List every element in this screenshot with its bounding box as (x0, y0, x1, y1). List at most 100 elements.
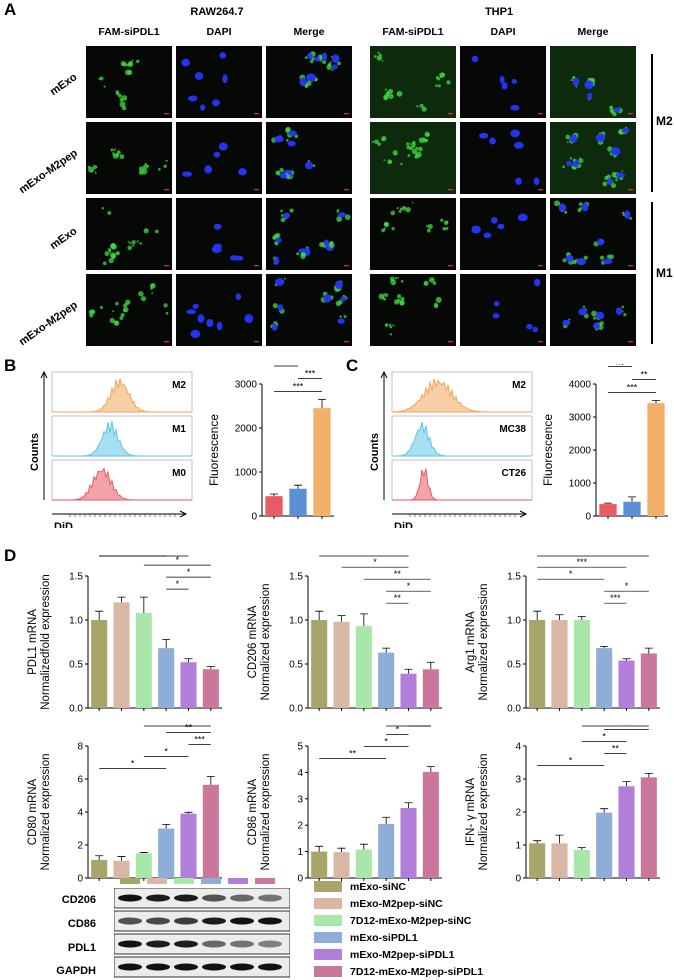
y-tick-label: 1.0 (507, 616, 521, 627)
y-axis-label: CD80 mRNA (27, 778, 39, 845)
histogram-label: M2 (512, 380, 526, 391)
histogram-peak (52, 421, 192, 457)
col-head-dapi-thp1: DAPI (490, 26, 516, 38)
bar (135, 853, 152, 878)
significance-label: ** (394, 569, 402, 579)
error-bar (318, 399, 326, 409)
micrograph-tile (460, 46, 546, 118)
col-head-merge-thp1: Merge (577, 26, 609, 38)
bar (640, 653, 657, 708)
y-tick-label: 0.0 (69, 704, 83, 715)
bar (422, 669, 439, 708)
m2-bracket (651, 54, 653, 192)
error-bar (294, 484, 302, 489)
blot-band (230, 940, 254, 948)
micrograph-tile (266, 274, 352, 346)
micrograph-tile (86, 46, 172, 118)
blot-band (202, 917, 226, 925)
bar-chart-pdl1: 0.0 0.5 1.0 1.5 PDL1 mRNA Normalizedfold expr… (27, 554, 222, 715)
y-axis-label: Normalized expression (478, 584, 490, 701)
significance-label: * (131, 759, 135, 769)
bar (596, 812, 613, 878)
blot-band (146, 963, 170, 971)
histogram-peak (391, 378, 532, 413)
histogram-label: M0 (172, 468, 186, 479)
lane-color-swatch (228, 878, 248, 884)
y-axis-label: Normalized expression (478, 754, 490, 871)
significance-label: * (187, 567, 191, 577)
significance-label: * (625, 581, 629, 591)
legend-item: mExo-siPDL1 (314, 929, 483, 946)
significance-label: *** (610, 724, 621, 726)
col-head-fam-raw: FAM-siPDL1 (98, 26, 160, 38)
y-axis-label: CD86 mRNA (247, 778, 259, 845)
bar (378, 652, 395, 708)
significance-label: ** (394, 593, 402, 603)
error-bar (315, 845, 324, 852)
bar (333, 621, 350, 708)
flow-histogram-c: Counts DiD M2 MC38 CT26 (369, 370, 533, 528)
blot-band (174, 963, 198, 971)
col-head-fam-thp1: FAM-siPDL1 (382, 26, 444, 38)
micrograph-tile (550, 198, 636, 270)
legend-label: mExo-siPDL1 (350, 931, 418, 944)
blot-band (230, 894, 254, 902)
bar (618, 786, 635, 878)
micrograph-tile (176, 198, 262, 270)
micrograph-tile (86, 122, 172, 194)
y-tick-label: 1.5 (507, 572, 521, 583)
significance-label: * (176, 555, 180, 565)
bar (180, 813, 197, 878)
blot-band (146, 917, 170, 925)
bar (202, 784, 219, 878)
legend-swatch (314, 966, 342, 977)
error-bar (604, 502, 612, 505)
y-tick-label: 1.5 (289, 572, 303, 583)
bar (378, 823, 395, 878)
row-label-2: mExo-M2pep (16, 147, 80, 197)
panel-b-letter: B (4, 356, 17, 375)
significance-label: *** (414, 724, 425, 726)
blot-band (230, 963, 254, 971)
significance-label: *** (194, 735, 205, 745)
bar (289, 488, 307, 516)
blot-band (118, 894, 142, 902)
y-tick-label: 2 (297, 821, 303, 832)
bar (91, 859, 108, 878)
y-tick-label: 0 (297, 874, 303, 885)
y-axis-label: Counts (29, 433, 41, 471)
legend-swatch (314, 949, 342, 960)
col-head-dapi-raw: DAPI (206, 26, 232, 38)
significance-label: * (569, 755, 573, 765)
y-axis-label: Normalized expression (260, 754, 272, 871)
histogram-label: MC38 (499, 424, 526, 435)
error-bar (404, 802, 413, 809)
lane-color-swatch (147, 878, 167, 884)
error-bar (359, 843, 368, 850)
significance-label: ns (615, 364, 625, 367)
y-tick-label: 0.5 (69, 660, 83, 671)
blot-band (230, 917, 254, 925)
wb-label-cd86: CD86 (67, 918, 96, 930)
significance-label: *** (172, 724, 183, 726)
y-tick-label: 0 (585, 512, 591, 523)
y-axis-label: IFN- γ mRNA (465, 777, 477, 846)
wb-label-gapdh: GAPDH (56, 965, 96, 977)
error-bar (162, 638, 171, 649)
y-tick-label: 8 (77, 742, 83, 753)
y-tick-label: 6 (77, 775, 83, 786)
bar-chart-cd206: 0.0 0.5 1.0 1.5 CD206 mRNA Normalized express… (247, 554, 442, 715)
significance-label: ** (640, 370, 648, 380)
blot-band (258, 963, 282, 971)
error-bar (644, 772, 653, 778)
histogram-peak (52, 467, 192, 501)
bar (529, 620, 546, 708)
error-bar (139, 596, 148, 613)
bar (180, 662, 197, 708)
error-bar (622, 658, 631, 661)
error-bar (117, 596, 126, 603)
micrograph-tile (86, 274, 172, 346)
micrograph-tile (460, 274, 546, 346)
y-tick-label: 3 (515, 775, 521, 786)
